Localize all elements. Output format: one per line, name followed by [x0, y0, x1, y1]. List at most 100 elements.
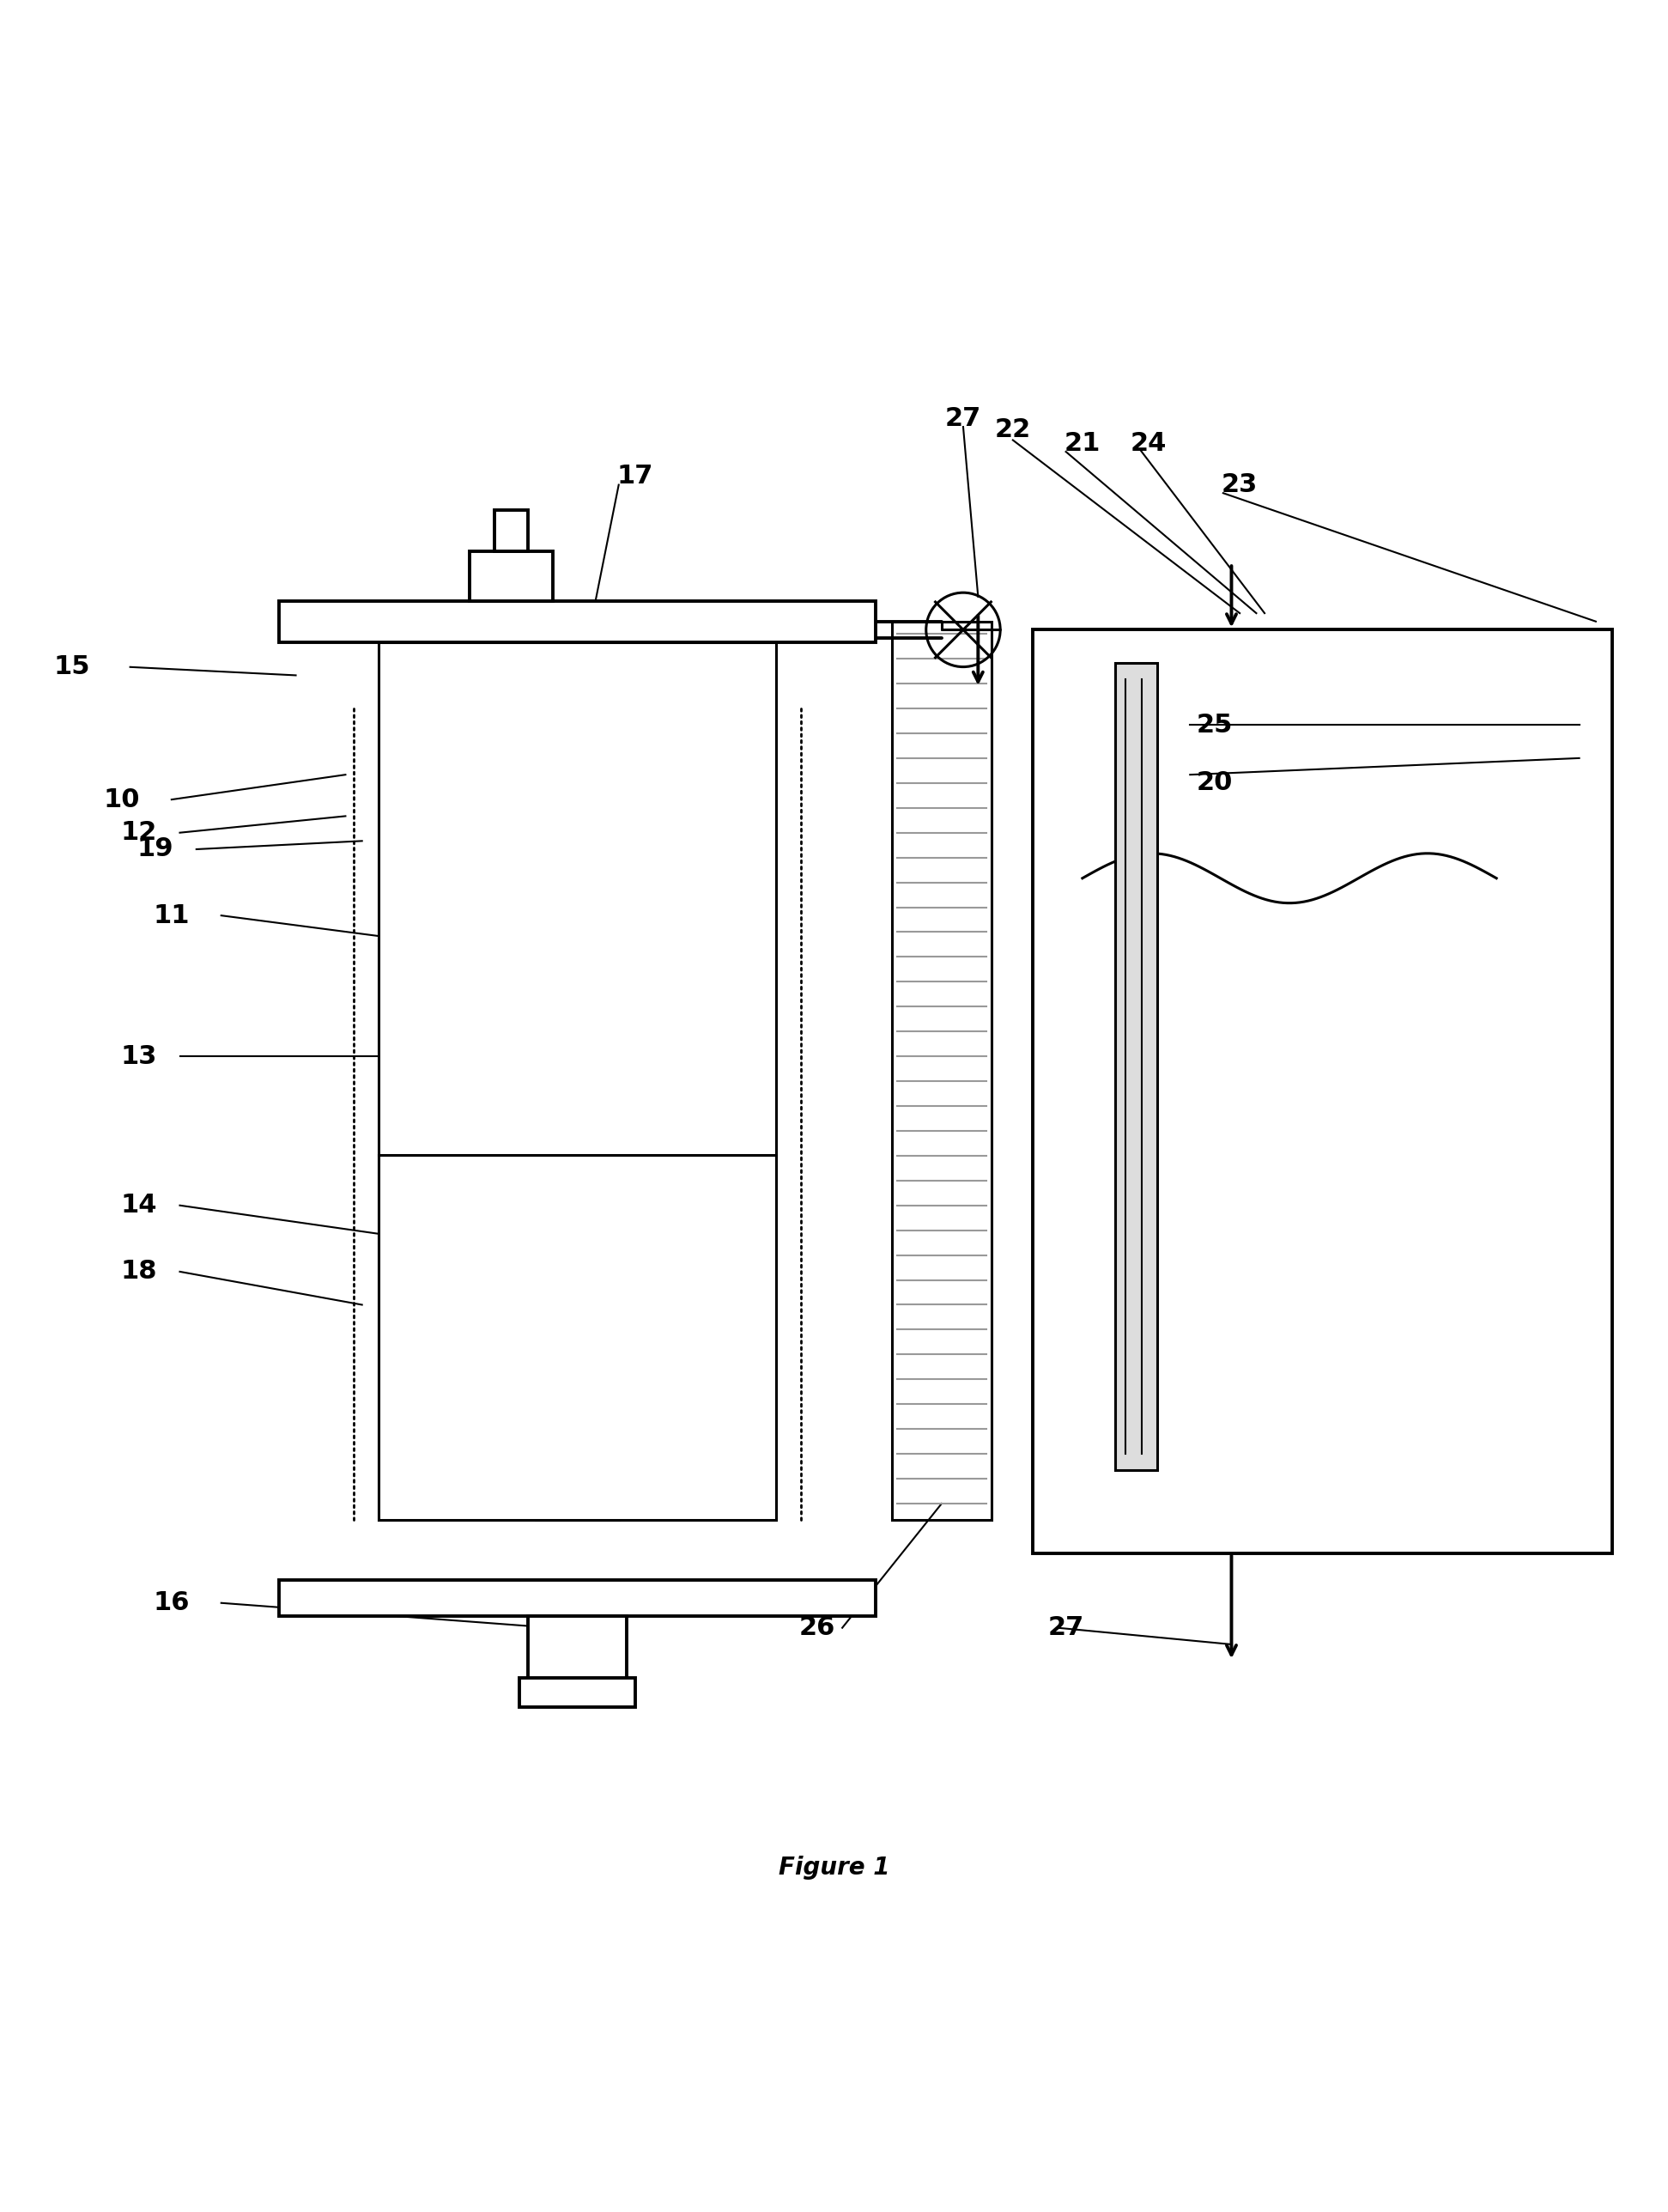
Point [439, 1055, 465, 1091]
Point [706, 849, 732, 885]
Point [384, 818, 410, 854]
Point [467, 801, 494, 836]
Point [742, 1066, 769, 1102]
Point [661, 1073, 687, 1108]
Point [510, 1124, 537, 1159]
Point [677, 947, 704, 982]
Point [407, 772, 434, 807]
Point [467, 902, 494, 938]
Point [435, 869, 462, 905]
Point [707, 1099, 734, 1135]
Point [427, 1020, 454, 1055]
Point [412, 641, 439, 677]
Point [676, 666, 702, 701]
Point [609, 770, 636, 805]
Point [387, 814, 414, 849]
Point [707, 896, 734, 931]
Point [736, 1121, 762, 1157]
Point [734, 827, 761, 863]
Point [480, 962, 507, 998]
Point [427, 757, 454, 792]
Point [402, 810, 429, 845]
Point [505, 880, 532, 916]
Point [689, 876, 716, 911]
Point [382, 648, 409, 684]
Point [716, 770, 742, 805]
Point [652, 814, 679, 849]
Point [417, 754, 444, 790]
Point [637, 648, 664, 684]
Point [482, 942, 509, 978]
Point [626, 931, 652, 967]
Point [482, 750, 509, 785]
Point [517, 803, 544, 838]
Point [497, 1048, 524, 1084]
Point [692, 653, 719, 688]
Point [701, 721, 727, 757]
Point [704, 732, 731, 768]
Point [699, 849, 726, 885]
Point [641, 1082, 667, 1117]
Point [510, 931, 537, 967]
Point [377, 823, 404, 858]
Point [681, 706, 707, 741]
Point [716, 792, 742, 827]
Point [744, 852, 771, 887]
Point [747, 942, 774, 978]
Point [707, 675, 734, 710]
Point [706, 874, 732, 909]
Point [617, 1020, 644, 1055]
Point [610, 834, 637, 869]
Point [674, 1062, 701, 1097]
Point [387, 905, 414, 940]
Point [686, 914, 712, 949]
Point [480, 969, 507, 1004]
Point [620, 684, 647, 719]
Point [435, 894, 462, 929]
Point [614, 794, 641, 830]
Point [651, 1060, 677, 1095]
Point [682, 774, 709, 810]
Point [739, 723, 766, 759]
Text: 26: 26 [799, 1615, 836, 1641]
Point [447, 832, 474, 867]
Point [515, 754, 542, 790]
Point [432, 911, 459, 947]
Point [480, 737, 507, 772]
Point [719, 885, 746, 920]
Point [444, 880, 470, 916]
Point [410, 843, 437, 878]
Point [405, 1108, 432, 1144]
Point [515, 719, 542, 754]
Point [494, 1046, 520, 1082]
Point [737, 745, 764, 781]
Point [732, 706, 759, 741]
Point [379, 792, 405, 827]
Point [497, 1020, 524, 1055]
Point [380, 650, 407, 686]
Point [667, 1029, 694, 1064]
Point [435, 982, 462, 1018]
Text: 20: 20 [1196, 770, 1233, 796]
Point [412, 1121, 439, 1157]
Point [679, 1046, 706, 1082]
Point [691, 1075, 717, 1110]
Point [615, 845, 642, 880]
Point [497, 761, 524, 796]
Point [397, 1086, 424, 1121]
Point [741, 889, 767, 925]
Point [634, 1009, 661, 1044]
Point [646, 787, 672, 823]
Point [671, 916, 697, 951]
Point [472, 1077, 499, 1113]
Point [697, 1119, 724, 1155]
Point [465, 947, 492, 982]
Point [440, 1119, 467, 1155]
Point [435, 706, 462, 741]
Point [639, 938, 666, 973]
Point [480, 938, 507, 973]
Point [480, 796, 507, 832]
Point [419, 807, 445, 843]
Point [509, 779, 535, 814]
Point [434, 772, 460, 807]
